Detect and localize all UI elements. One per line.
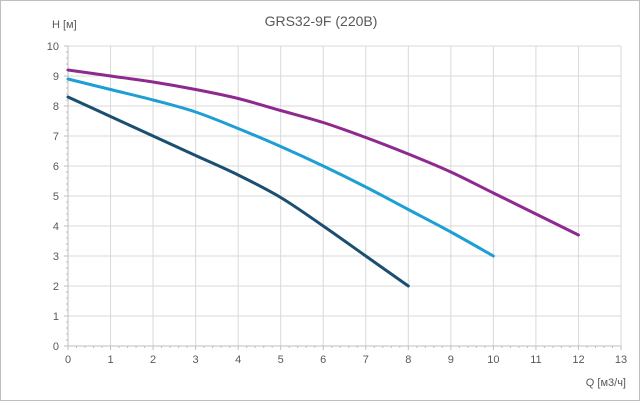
y-tick-label: 2 <box>53 281 59 293</box>
axes <box>64 45 622 350</box>
y-tick-label: 6 <box>53 161 59 173</box>
series-line-1 <box>66 95 410 288</box>
x-tick-label: 6 <box>320 354 326 366</box>
x-tick-label: 5 <box>278 354 284 366</box>
chart-title: GRS32-9F (220В) <box>265 13 378 29</box>
x-axis-label: Q [м3/ч] <box>586 377 626 389</box>
x-tick-label: 3 <box>193 354 199 366</box>
y-axis-label: H [м] <box>52 19 77 31</box>
y-tick-label: 10 <box>47 41 59 53</box>
x-tick-label: 11 <box>530 354 541 366</box>
y-tick-label: 9 <box>53 71 59 83</box>
x-tick-label: 13 <box>615 354 627 366</box>
y-tick-label: 1 <box>53 311 59 323</box>
x-tick-label: 10 <box>487 354 499 366</box>
x-tick-label: 12 <box>572 354 584 366</box>
x-tick-label: 8 <box>405 354 411 366</box>
series-line-2 <box>66 77 495 258</box>
x-tick-label: 2 <box>150 354 156 366</box>
x-tick-label: 4 <box>235 354 241 366</box>
x-tick-label: 0 <box>65 354 71 366</box>
x-tick-label: 9 <box>448 354 454 366</box>
y-tick-label: 3 <box>53 251 59 263</box>
series-line-3 <box>66 68 580 237</box>
grid <box>68 45 622 346</box>
y-tick-label: 4 <box>53 221 59 233</box>
x-tick-label: 7 <box>363 354 369 366</box>
series-group <box>66 68 580 288</box>
y-tick-label: 5 <box>53 191 59 203</box>
y-tick-label: 8 <box>53 101 59 113</box>
y-tick-label: 0 <box>53 341 59 353</box>
x-tick-label: 1 <box>107 354 113 366</box>
y-tick-label: 7 <box>53 131 59 143</box>
